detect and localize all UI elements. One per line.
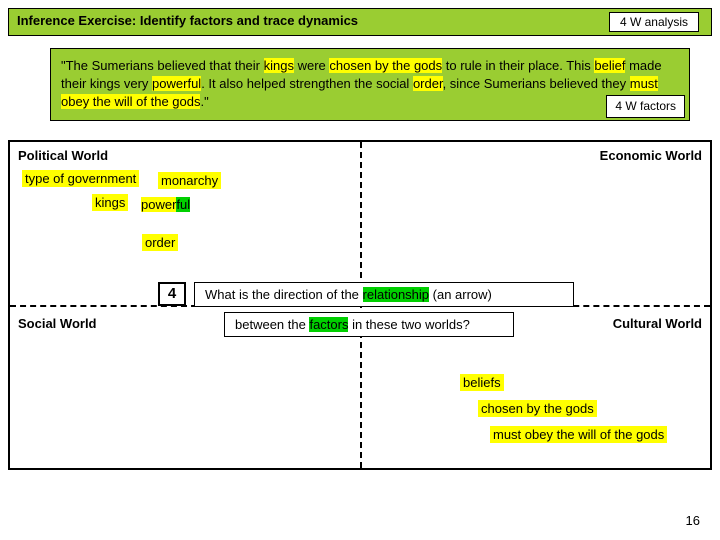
question-line-1: What is the direction of the relationshi… — [194, 282, 574, 307]
seg: . It also helped strengthen the social — [201, 76, 413, 91]
seg: between the — [235, 317, 309, 332]
hl-order: order — [413, 76, 443, 91]
seg: What is the direction of the — [205, 287, 363, 302]
title-prefix: Inference Exercise: — [17, 13, 136, 28]
tag-order: order — [142, 234, 178, 251]
quadrant-label-economic: Economic World — [600, 148, 702, 163]
hl-relationship: relationship — [363, 287, 430, 302]
hl-belief: belief — [594, 58, 625, 73]
header-title: Inference Exercise: Identify factors and… — [17, 13, 358, 28]
hl-chosen: chosen by the gods — [329, 58, 442, 73]
quadrant-label-political: Political World — [18, 148, 108, 163]
seg: , since Sumerians believed they — [443, 76, 630, 91]
seg: (an arrow) — [429, 287, 492, 302]
hl-kings: kings — [264, 58, 294, 73]
tag-beliefs: beliefs — [460, 374, 504, 391]
seg: "The Sumerians believed that their — [61, 58, 264, 73]
seg: ." — [200, 94, 208, 109]
page-number: 16 — [686, 513, 700, 528]
title-rest: Identify factors and trace dynamics — [136, 13, 358, 28]
tag-powerful-wrap: powerful — [138, 196, 193, 213]
question-line-2: between the factors in these two worlds? — [224, 312, 514, 337]
tag-chosen: chosen by the gods — [478, 400, 597, 417]
seg: were — [294, 58, 329, 73]
analysis-badge: 4 W analysis — [609, 12, 699, 32]
header-bar: Inference Exercise: Identify factors and… — [8, 8, 712, 36]
quote-text: "The Sumerians believed that their kings… — [61, 58, 662, 109]
badge-4: 4 — [158, 282, 186, 306]
seg: in these two worlds? — [348, 317, 469, 332]
hl-factors: factors — [309, 317, 348, 332]
quadrant-label-cultural: Cultural World — [613, 316, 702, 331]
tag-monarchy: monarchy — [158, 172, 221, 189]
tag-ful: ful — [176, 197, 190, 212]
quote-box: "The Sumerians believed that their kings… — [50, 48, 690, 121]
tag-obey: must obey the will of the gods — [490, 426, 667, 443]
hl-powerful: powerful — [152, 76, 201, 91]
quadrant-label-social: Social World — [18, 316, 97, 331]
four-worlds-grid: Political World Economic World Social Wo… — [8, 140, 712, 470]
tag-power: power — [141, 197, 176, 212]
seg: to rule in their place. This — [442, 58, 594, 73]
factors-badge: 4 W factors — [606, 95, 685, 118]
tag-type-government: type of government — [22, 170, 139, 187]
tag-kings: kings — [92, 194, 128, 211]
